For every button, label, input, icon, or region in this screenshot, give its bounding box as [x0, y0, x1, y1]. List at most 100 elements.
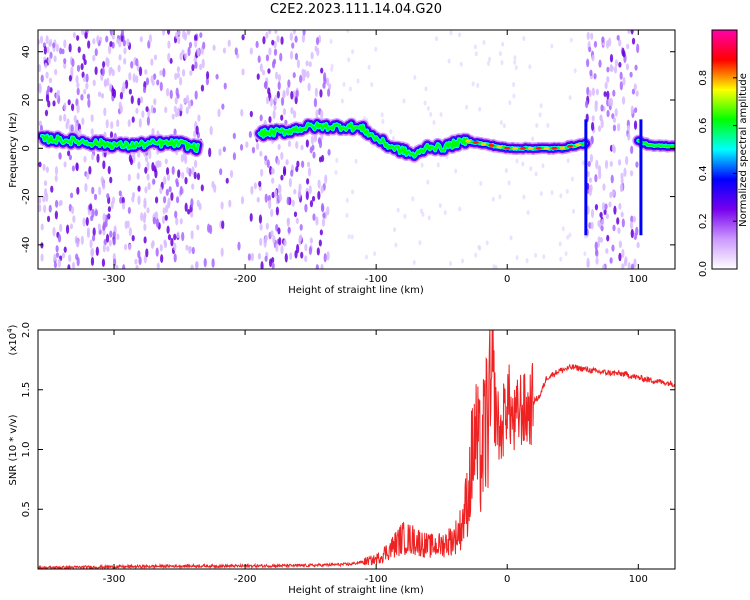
spectrogram-noise-dot: [93, 193, 98, 201]
spectrogram-noise-dot: [131, 116, 135, 123]
spectrogram-noise-dot: [164, 106, 168, 114]
spectrogram-noise-dot: [154, 168, 158, 179]
spectrogram-noise-dot: [53, 55, 57, 63]
snr-y-multiplier-exp: 4: [6, 328, 14, 333]
spectrogram-noise-dot: [292, 72, 296, 79]
spectrogram-noise-dot: [193, 34, 198, 42]
spectrogram-noise-dot: [273, 104, 277, 111]
spectrogram-noise-dot: [313, 97, 318, 108]
spectrogram-noise-dot: [402, 98, 406, 104]
spectrogram-noise-dot: [75, 162, 79, 172]
spectrogram-noise-dot: [201, 58, 205, 69]
spectrogram-noise-dot: [86, 231, 91, 238]
spectrogram-noise-dot: [188, 246, 192, 254]
spectrogram-noise-dot: [620, 172, 624, 180]
spectrogram-noise-dot: [449, 261, 453, 267]
spectrogram-noise-dot: [304, 243, 308, 252]
spectrogram-noise-dot: [296, 59, 301, 69]
spectrogram-noise-dot: [241, 68, 245, 76]
spectrogram-noise-dot: [47, 56, 51, 65]
spectrogram-noise-dot: [295, 141, 299, 149]
spectrogram-noise-dot: [605, 213, 609, 220]
spectrogram-noise-dot: [123, 47, 127, 55]
spectrogram-noise-dot: [106, 245, 110, 252]
spectrogram-noise-dot: [44, 62, 48, 69]
spectrogram-noise-dot: [521, 161, 525, 167]
spectrogram-noise-dot: [301, 160, 305, 168]
spectrogram-noise-dot: [147, 182, 151, 191]
spectrogram-noise-dot: [319, 89, 323, 98]
spectrogram-noise-dot: [345, 197, 349, 203]
spectrogram-noise-dot: [271, 60, 276, 69]
spectrogram-noise-dot: [286, 217, 290, 227]
spectrogram-noise-dot: [109, 83, 113, 93]
spectrogram-noise-dot: [48, 77, 53, 84]
spectrogram-noise-dot: [109, 131, 114, 139]
spectrogram-noise-dot: [595, 248, 599, 257]
colorbar-tick-label: 0.6: [698, 118, 709, 134]
spectrogram-noise-dot: [189, 70, 193, 76]
spectrogram-noise-dot: [150, 75, 154, 83]
spectrogram-noise-dot: [168, 186, 172, 193]
spectrogram-noise-dot: [604, 81, 608, 90]
spectrogram-noise-dot: [593, 73, 597, 80]
spectrogram-noise-dot: [164, 158, 168, 165]
spectrogram-noise-dot: [137, 161, 141, 170]
spectrogram-noise-dot: [63, 246, 67, 253]
spectrogram-noise-dot: [426, 179, 430, 185]
spectrogram-noise-dot: [155, 247, 159, 257]
spectrogram-noise-dot: [264, 80, 268, 90]
spectrogram-noise-dot: [144, 186, 148, 194]
spectrogram-noise-dot: [162, 67, 166, 78]
snr-x-tick-label: 0: [504, 574, 510, 585]
spectrogram-noise-dot: [320, 185, 324, 194]
spectrogram-noise-dot: [119, 91, 124, 100]
spectrogram-noise-dot: [191, 64, 195, 72]
spectrogram-noise-dot: [191, 166, 195, 175]
spectrogram-noise-dot: [586, 31, 590, 41]
spectrogram-noise-dot: [630, 30, 634, 35]
spectrogram-noise-dot: [257, 252, 261, 260]
spectrogram-ridge-peak: [480, 142, 487, 146]
spectrogram-noise-dot: [569, 37, 573, 43]
spectrogram-noise-dot: [256, 73, 260, 80]
spectrogram-noise-dot: [282, 168, 287, 177]
spectrogram-noise-dot: [280, 244, 284, 255]
spectrogram-noise-dot: [454, 168, 458, 174]
colorbar-tick-label: 0.2: [698, 213, 709, 229]
spectrogram-noise-dot: [329, 38, 333, 44]
spectrogram-noise-dot: [199, 32, 203, 39]
spectrogram-noise-dot: [272, 109, 276, 120]
spectrogram-noise-dot: [165, 167, 170, 176]
spectrogram-noise-dot: [117, 64, 121, 73]
spectrogram-noise-dot: [142, 86, 147, 94]
spectrogram-noise-dot: [176, 72, 181, 79]
spectrogram-noise-dot: [38, 204, 42, 213]
spectrogram-noise-dot: [222, 47, 227, 54]
spectrogram-ridge: [637, 139, 675, 148]
spectrogram-noise-dot: [380, 112, 384, 118]
snr-y-multiplier-close: ): [8, 324, 19, 328]
spectrogram-noise-dot: [90, 128, 94, 135]
spectrogram-noise-dot: [234, 47, 238, 56]
spectrogram-noise-dot: [335, 157, 339, 163]
spectrogram-noise-dot: [107, 206, 112, 213]
spectrogram-noise-dot: [48, 204, 52, 213]
spectrogram-noise-dot: [137, 250, 141, 259]
spectrogram-noise-dot: [535, 122, 539, 128]
spectrogram-noise-dot: [54, 174, 58, 182]
spectrogram-noise-dot: [199, 63, 203, 71]
spectrogram-noise-dot: [586, 58, 590, 68]
spectrogram-noise-dot: [44, 109, 49, 117]
spectrogram-noise-dot: [608, 37, 612, 47]
spectrogram-noise-dot: [614, 108, 618, 117]
spectrogram-noise-dot: [423, 100, 427, 106]
spectrogram-noise-dot: [605, 248, 609, 254]
spectrogram-noise-dot: [187, 208, 191, 215]
spectrogram-noise-dot: [270, 230, 274, 237]
spectrogram-noise-dot: [598, 171, 602, 180]
spectrogram-noise-dot: [164, 214, 168, 221]
spectrogram-noise-dot: [72, 215, 76, 223]
spectrogram-noise-dot: [613, 205, 617, 215]
spectrogram-noise-dot: [45, 94, 50, 103]
